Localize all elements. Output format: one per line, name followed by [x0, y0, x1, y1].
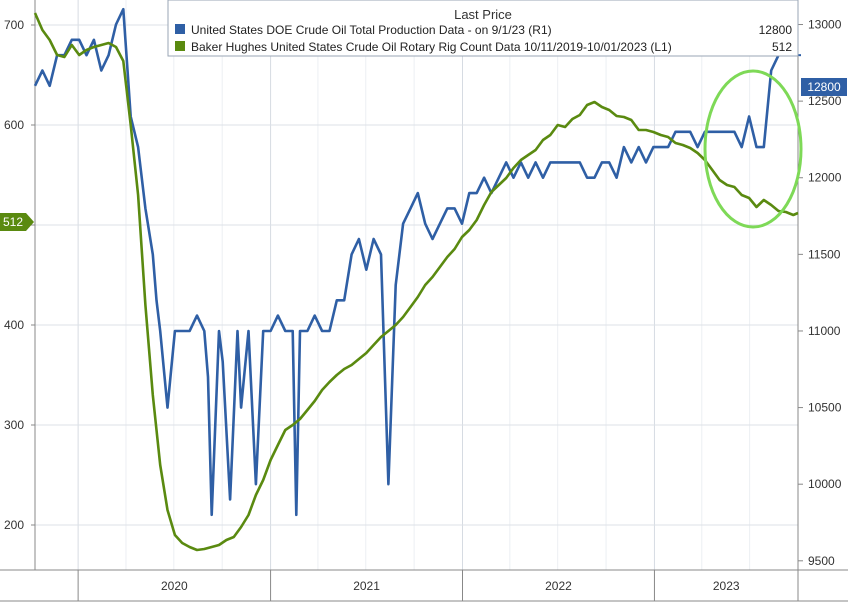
last-value-labels: 12800 512 [0, 78, 847, 231]
x-axis-tick-label: 2023 [713, 579, 740, 593]
legend: Last Price United States DOE Crude Oil T… [167, 0, 799, 57]
legend-swatch-production [175, 24, 185, 34]
last-value-rig-count: 512 [3, 215, 23, 229]
legend-box [167, 0, 799, 57]
series-line-production [33, 7, 798, 517]
last-value-tag-rig-count [0, 213, 34, 231]
left-axis-tick-label: 300 [4, 418, 24, 432]
plot-area [35, 0, 798, 570]
last-value-tag-production [801, 78, 847, 96]
right-axis-tick-label: 11500 [808, 247, 841, 261]
legend-swatch-rig-count [175, 41, 185, 51]
legend-value-rig-count: 512 [772, 40, 792, 54]
highlight-annotation [703, 69, 803, 229]
x-axis-tick-label: 2022 [545, 579, 572, 593]
x-axis-tick-label: 2021 [353, 579, 380, 593]
legend-label-rig-count: Baker Hughes United States Crude Oil Rot… [191, 40, 672, 54]
right-axis-tick-label: 12000 [808, 171, 842, 185]
series-line-rig-count [33, 12, 799, 552]
left-axis-tick-label: 600 [4, 118, 24, 132]
right-axis-tick-label: 10500 [808, 401, 842, 415]
right-axis-tick-label: 13000 [808, 18, 842, 32]
last-value-production: 12800 [807, 80, 841, 94]
left-axis-tick-label: 400 [4, 318, 24, 332]
legend-header: Last Price [454, 7, 512, 22]
right-axis-tick-label: 10000 [808, 477, 842, 491]
x-axis-tick-label: 2020 [161, 579, 188, 593]
gridlines [35, 0, 798, 570]
right-axis-tick-label: 11000 [808, 324, 841, 338]
right-axis-tick-label: 9500 [808, 554, 835, 568]
legend-value-production: 12800 [759, 23, 793, 37]
left-axis-tick-label: 200 [4, 518, 24, 532]
legend-label-production: United States DOE Crude Oil Total Produc… [191, 23, 552, 37]
right-axis-tick-label: 12500 [808, 94, 842, 108]
left-axis-tick-label: 700 [4, 18, 24, 32]
